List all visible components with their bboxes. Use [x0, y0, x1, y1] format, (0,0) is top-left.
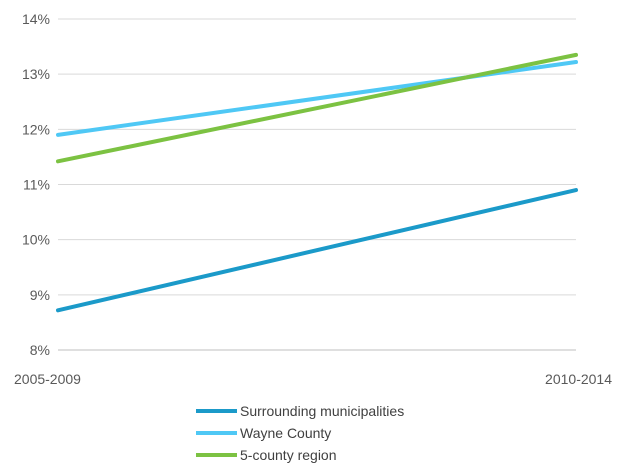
- y-axis: 8% 9% 10% 11% 12% 13% 14%: [22, 11, 50, 358]
- legend-label-1: Wayne County: [240, 425, 331, 441]
- y-tick-label: 13%: [22, 66, 50, 82]
- y-tick-label: 14%: [22, 11, 50, 27]
- gridlines: [58, 18, 576, 351]
- legend: Surrounding municipalities Wayne County 5-…: [196, 403, 404, 463]
- series-lines: [56, 52, 578, 313]
- y-tick-label: 10%: [22, 232, 50, 248]
- y-tick-label: 8%: [30, 342, 50, 358]
- series-line-0: [56, 188, 578, 313]
- y-tick-label: 12%: [22, 121, 50, 137]
- y-tick-label: 11%: [23, 177, 50, 193]
- series-line-2: [56, 52, 578, 164]
- series-line-1: [56, 60, 578, 137]
- x-tick-label: 2005-2009: [14, 371, 81, 387]
- legend-label-0: Surrounding municipalities: [240, 403, 404, 419]
- x-axis: 2005-2009 2010-2014: [14, 371, 612, 387]
- legend-label-2: 5-county region: [240, 447, 337, 463]
- x-tick-label: 2010-2014: [545, 371, 612, 387]
- y-tick-label: 9%: [30, 287, 50, 303]
